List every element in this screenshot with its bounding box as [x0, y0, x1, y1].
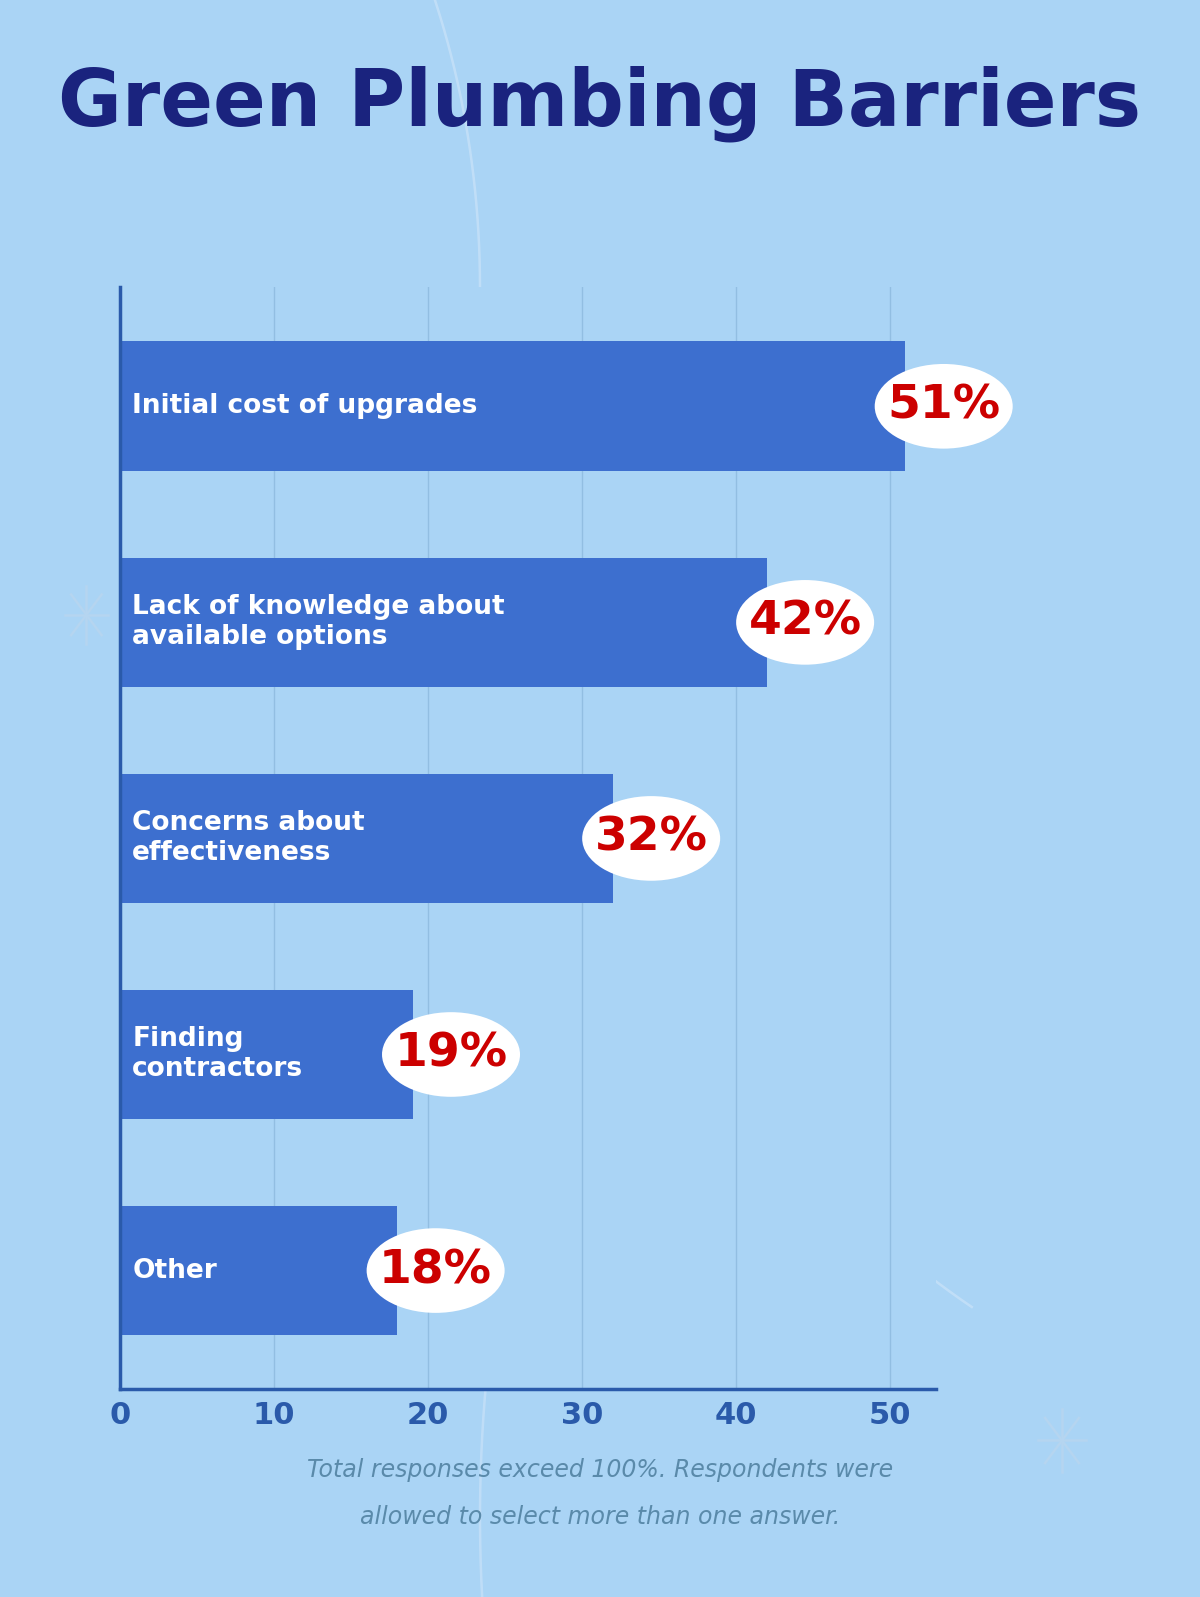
Text: Lack of knowledge about
available options: Lack of knowledge about available option…: [132, 594, 505, 650]
Text: Green Plumbing Barriers: Green Plumbing Barriers: [59, 65, 1141, 142]
Text: Other: Other: [132, 1257, 217, 1284]
Text: 18%: 18%: [379, 1247, 492, 1294]
Bar: [120, 1206, 397, 1335]
Text: Finding
contractors: Finding contractors: [132, 1027, 304, 1083]
Bar: [120, 990, 413, 1119]
Text: Total responses exceed 100%. Respondents were
allowed to select more than one an: Total responses exceed 100%. Respondents…: [307, 1458, 893, 1528]
Text: Initial cost of upgrades: Initial cost of upgrades: [132, 393, 478, 420]
Bar: [120, 557, 767, 687]
Text: 42%: 42%: [749, 600, 862, 645]
Text: Concerns about
effectiveness: Concerns about effectiveness: [132, 810, 365, 867]
Bar: [120, 342, 905, 471]
Text: 32%: 32%: [595, 816, 708, 861]
Text: 19%: 19%: [395, 1032, 508, 1076]
Text: 51%: 51%: [887, 383, 1001, 430]
Bar: [120, 773, 613, 904]
